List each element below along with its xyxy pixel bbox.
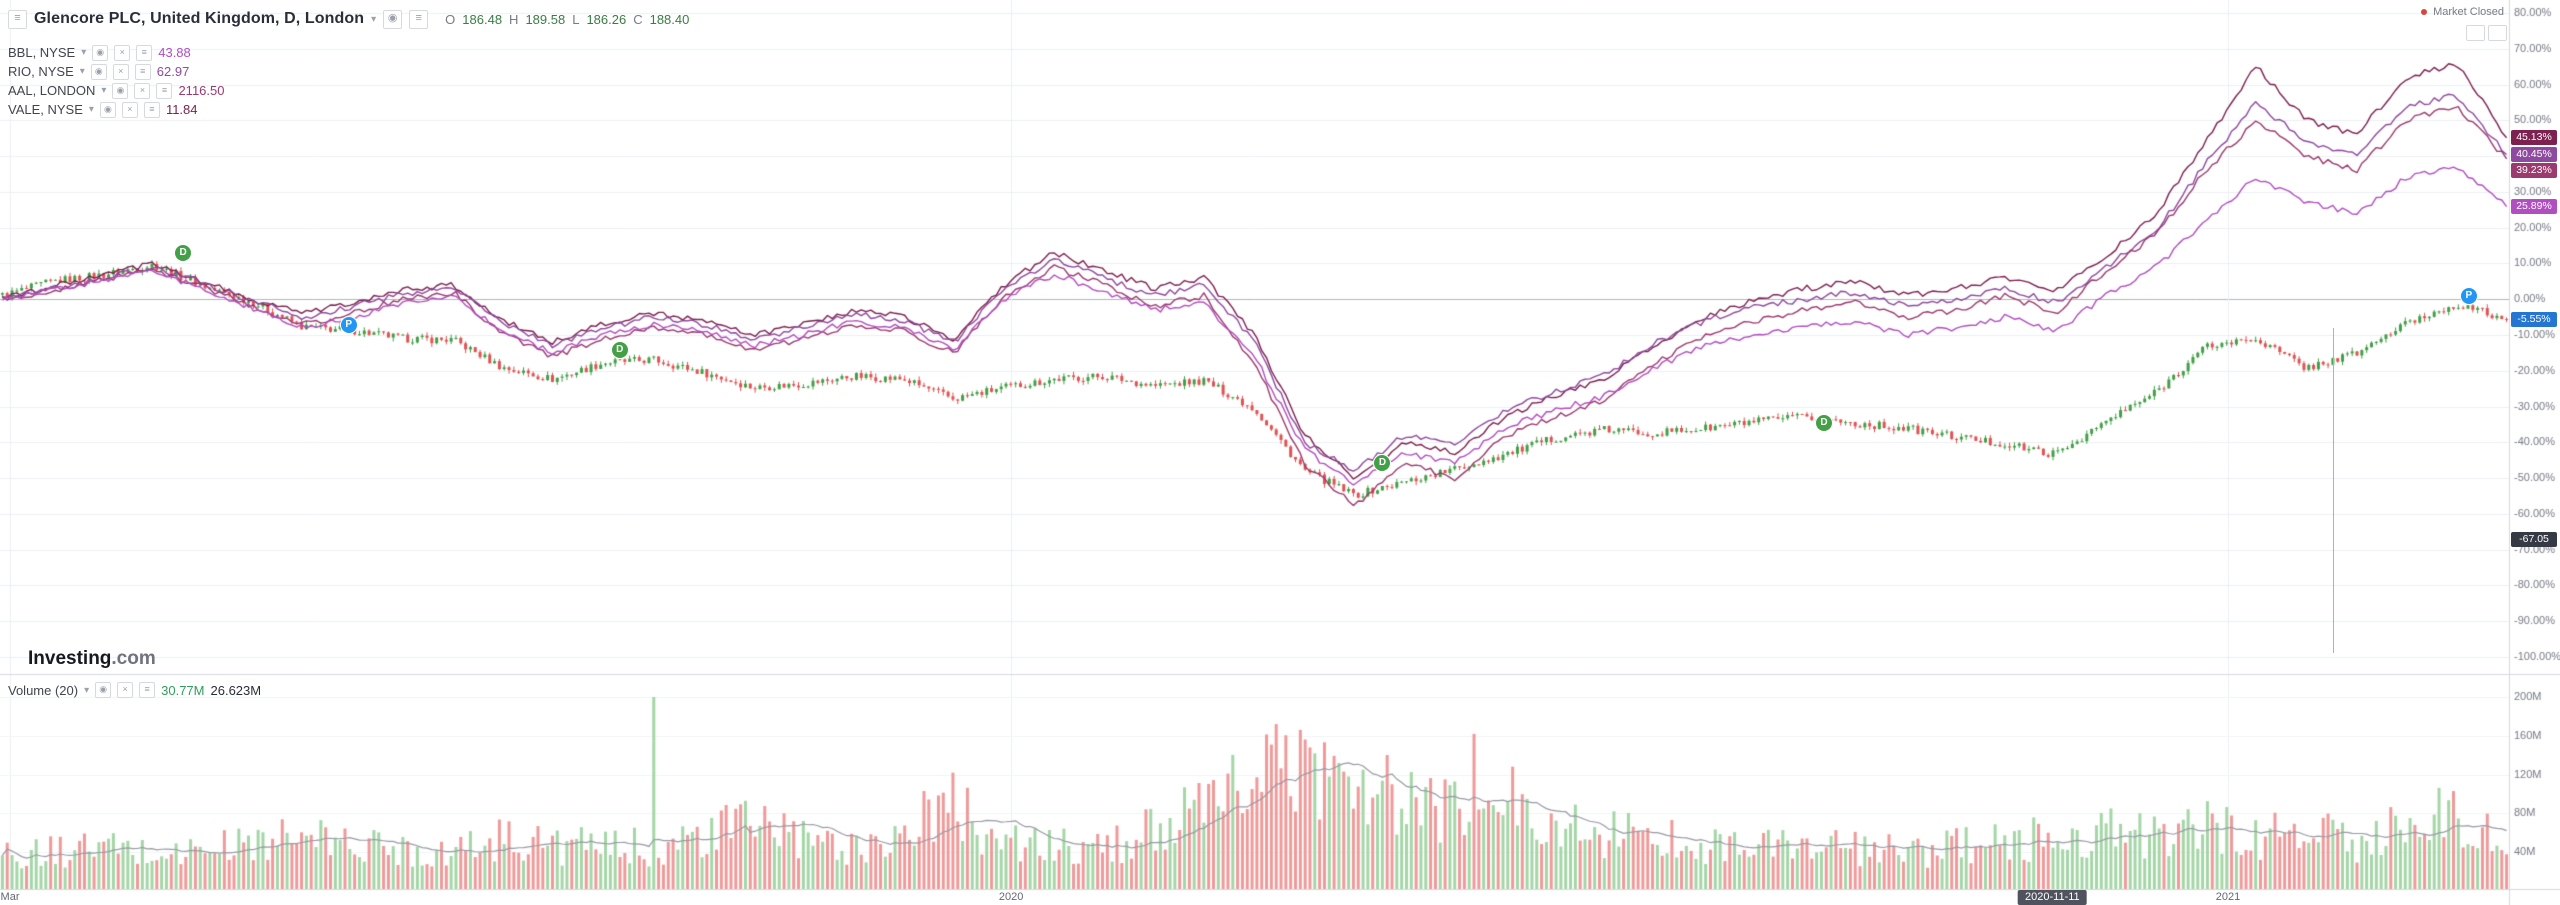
visibility-icon[interactable]: ◉ bbox=[99, 101, 116, 118]
visibility-icon[interactable]: ◉ bbox=[112, 82, 129, 99]
time-axis-label: Mar bbox=[0, 891, 20, 903]
time-axis-label: 2020 bbox=[998, 891, 1024, 903]
volume-ma-value: 26.623M bbox=[210, 682, 262, 698]
volume-value: 30.77M bbox=[161, 682, 205, 698]
chevron-down-icon[interactable]: ▾ bbox=[79, 66, 85, 77]
volume-legend[interactable]: Volume (20) ▾ ◉ × ≡ 30.77M 26.623M bbox=[8, 682, 261, 698]
price-axis-badge: 45.13% bbox=[2511, 130, 2557, 146]
price-axis-badge: 39.23% bbox=[2511, 162, 2557, 178]
close-label: C bbox=[633, 11, 643, 27]
open-label: O bbox=[445, 11, 456, 27]
symbol-value: 2116.50 bbox=[178, 83, 225, 98]
close-icon[interactable]: × bbox=[121, 101, 138, 118]
pane-controls bbox=[2466, 25, 2507, 41]
dividend-marker[interactable]: D bbox=[175, 245, 192, 262]
dividend-marker[interactable]: D bbox=[611, 342, 628, 359]
high-value: 189.58 bbox=[525, 11, 566, 27]
open-value: 186.48 bbox=[462, 11, 503, 27]
chevron-down-icon[interactable]: ▾ bbox=[84, 684, 90, 696]
symbol-name[interactable]: RIO, NYSE bbox=[8, 64, 74, 79]
settings-icon[interactable]: ≡ bbox=[139, 682, 156, 698]
price-axis[interactable]: 45.13% 40.45% 39.23% 25.89% -5.55% -67.05 bbox=[2509, 0, 2560, 905]
compare-row-aal[interactable]: AAL, LONDON ▾ ◉ × ≡ 2116.50 bbox=[8, 81, 689, 100]
pane-button[interactable] bbox=[2488, 25, 2507, 41]
compare-row-rio[interactable]: RIO, NYSE ▾ ◉ × ≡ 62.97 bbox=[8, 62, 689, 81]
symbol-value: 62.97 bbox=[156, 64, 190, 79]
market-status-text: Market Closed bbox=[2433, 6, 2504, 18]
chevron-down-icon[interactable]: ▾ bbox=[371, 13, 377, 25]
volume-label[interactable]: Volume (20) bbox=[8, 682, 79, 698]
settings-icon[interactable]: ≡ bbox=[409, 9, 429, 29]
main-symbol-row[interactable]: ≡ Glencore PLC, United Kingdom, D, Londo… bbox=[8, 7, 689, 31]
market-status: Market Closed bbox=[2421, 6, 2504, 18]
ohlc-values: O 186.48 H 189.58 L 186.26 C 188.40 bbox=[445, 12, 689, 27]
close-icon[interactable]: × bbox=[117, 682, 134, 698]
price-axis-badge: -67.05 bbox=[2511, 531, 2557, 547]
logo-bold: Investing bbox=[28, 648, 112, 669]
visibility-icon[interactable]: ◉ bbox=[92, 44, 109, 61]
close-value: 188.40 bbox=[649, 11, 690, 27]
chevron-down-icon[interactable]: ▾ bbox=[81, 47, 87, 58]
high-label: H bbox=[509, 11, 519, 27]
logo-suffix: .com bbox=[111, 648, 156, 669]
time-axis-date-badge: 2020-11-11 bbox=[2018, 890, 2087, 905]
settings-icon[interactable]: ≡ bbox=[143, 101, 160, 118]
time-axis[interactable]: Mar 2020 2021 2020-11-11 bbox=[0, 890, 2509, 905]
low-value: 186.26 bbox=[586, 11, 627, 27]
compare-row-vale[interactable]: VALE, NYSE ▾ ◉ × ≡ 11.84 bbox=[8, 100, 689, 119]
close-icon[interactable]: × bbox=[134, 82, 151, 99]
chart-menu-icon[interactable]: ≡ bbox=[8, 9, 27, 29]
visibility-icon[interactable]: ◉ bbox=[383, 9, 403, 29]
settings-icon[interactable]: ≡ bbox=[136, 44, 153, 61]
price-axis-badge: -5.55% bbox=[2511, 311, 2557, 327]
settings-icon[interactable]: ≡ bbox=[134, 63, 151, 80]
close-icon[interactable]: × bbox=[114, 44, 131, 61]
investing-logo[interactable]: Investing.com bbox=[28, 648, 156, 670]
market-status-dot bbox=[2421, 9, 2428, 15]
dividend-marker[interactable]: D bbox=[1816, 415, 1833, 432]
symbol-value: 43.88 bbox=[158, 45, 191, 60]
chart-legend: ≡ Glencore PLC, United Kingdom, D, Londo… bbox=[8, 7, 689, 119]
event-marker[interactable]: P bbox=[340, 317, 357, 334]
low-label: L bbox=[572, 11, 580, 27]
chart-title[interactable]: Glencore PLC, United Kingdom, D, London bbox=[34, 10, 365, 27]
symbol-name[interactable]: VALE, NYSE bbox=[8, 102, 83, 117]
close-icon[interactable]: × bbox=[112, 63, 129, 80]
time-axis-label: 2021 bbox=[2215, 891, 2241, 903]
event-marker[interactable]: P bbox=[2460, 288, 2477, 304]
symbol-name[interactable]: BBL, NYSE bbox=[8, 45, 76, 60]
visibility-icon[interactable]: ◉ bbox=[90, 63, 107, 80]
compare-row-bbl[interactable]: BBL, NYSE ▾ ◉ × ≡ 43.88 bbox=[8, 43, 689, 62]
vertical-line-drawing[interactable] bbox=[2333, 327, 2334, 654]
pane-button[interactable] bbox=[2466, 25, 2485, 41]
chevron-down-icon[interactable]: ▾ bbox=[101, 85, 107, 96]
price-axis-badge: 40.45% bbox=[2511, 147, 2557, 162]
chevron-down-icon[interactable]: ▾ bbox=[88, 104, 94, 115]
price-axis-badge: 25.89% bbox=[2511, 199, 2557, 215]
symbol-value: 11.84 bbox=[165, 102, 198, 117]
dividend-marker[interactable]: D bbox=[1374, 454, 1391, 471]
settings-icon[interactable]: ≡ bbox=[156, 82, 173, 99]
visibility-icon[interactable]: ◉ bbox=[95, 682, 112, 698]
symbol-name[interactable]: AAL, LONDON bbox=[8, 83, 96, 98]
